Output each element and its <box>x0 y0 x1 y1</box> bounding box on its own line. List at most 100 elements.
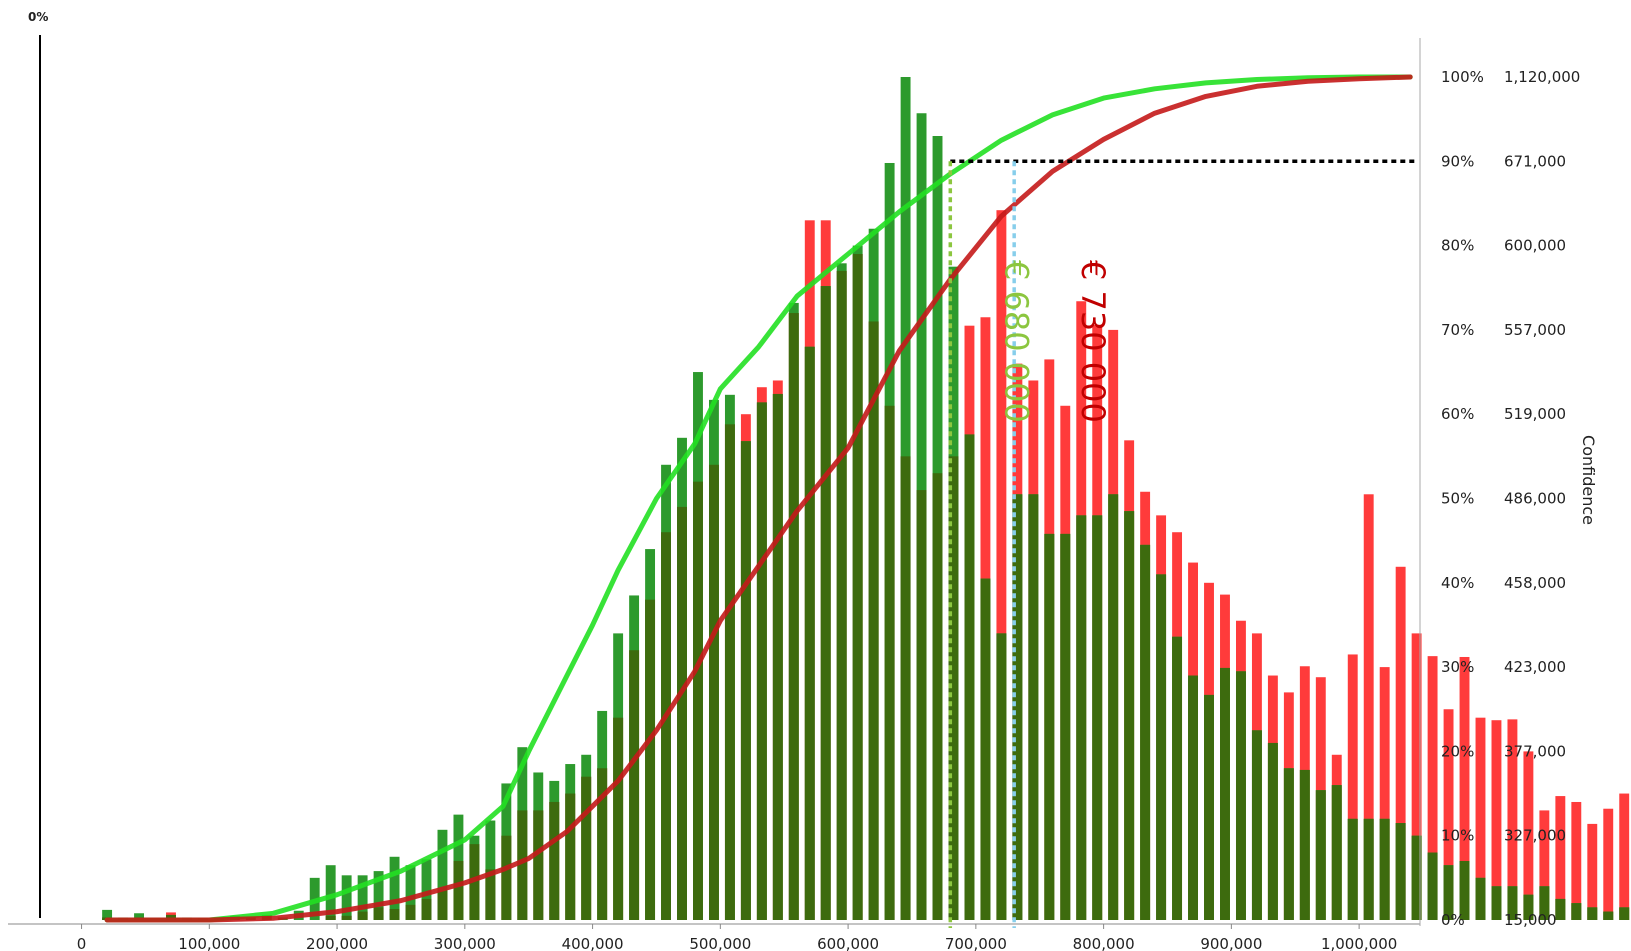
bar-green <box>357 875 368 920</box>
bar-overlap <box>533 810 544 920</box>
bar-overlap <box>629 650 640 920</box>
bar-red <box>1427 656 1438 920</box>
bar-overlap <box>597 768 608 920</box>
bar-red <box>1459 656 1470 920</box>
bar-overlap <box>1220 667 1230 920</box>
corner-label: 0% <box>28 10 48 24</box>
bar-red <box>1587 823 1598 920</box>
bar-overlap <box>1156 574 1167 920</box>
axes-group <box>8 35 1421 926</box>
bar-red <box>1523 751 1534 920</box>
bar-overlap <box>373 907 384 920</box>
bar-red <box>996 210 1007 921</box>
bar-overlap <box>1172 636 1183 920</box>
bar-overlap <box>1331 785 1342 920</box>
bar-overlap <box>661 532 671 920</box>
bar-overlap <box>900 456 911 920</box>
bar-overlap <box>485 869 496 920</box>
confidence-tick-label: 80% <box>1441 237 1474 255</box>
confidence-tick-label: 0% <box>1441 911 1465 929</box>
bar-overlap <box>804 346 815 920</box>
cumulative-curves-group <box>104 74 1413 923</box>
bar-overlap <box>1459 860 1470 920</box>
bar-overlap <box>453 860 464 920</box>
bar-red <box>1379 667 1390 920</box>
confidence-tick-label: 10% <box>1441 827 1474 845</box>
bar-overlap <box>517 810 528 920</box>
bar-overlap <box>1539 886 1550 920</box>
x-tick-label: 700,000 <box>945 935 1007 951</box>
bar-overlap <box>916 490 927 920</box>
bar-overlap <box>1092 515 1103 920</box>
value-tick-label: 600,000 <box>1504 237 1566 255</box>
bar-overlap <box>1012 494 1023 920</box>
bars-group <box>102 77 1630 921</box>
bar-red <box>1619 793 1630 920</box>
confidence-tick-label: 20% <box>1441 742 1474 760</box>
bar-overlap <box>645 599 656 920</box>
bar-red <box>1411 633 1422 920</box>
bar-red <box>1539 810 1550 920</box>
bar-red <box>1363 494 1374 920</box>
bar-overlap <box>996 633 1007 920</box>
bar-overlap <box>964 434 975 920</box>
bar-green <box>389 856 400 920</box>
bar-overlap <box>1507 886 1518 920</box>
bar-overlap <box>1587 907 1598 920</box>
bar-green <box>405 865 416 920</box>
bar-green <box>102 909 113 920</box>
bar-overlap <box>788 313 799 920</box>
confidence-tick-label: 90% <box>1441 152 1474 170</box>
bar-overlap <box>1427 852 1438 920</box>
bar-overlap <box>1571 903 1582 920</box>
cumulative-curve-green <box>104 74 1413 923</box>
bar-overlap <box>389 909 400 920</box>
confidence-tick-label: 70% <box>1441 321 1474 339</box>
bar-overlap <box>1188 675 1198 920</box>
bar-overlap <box>1124 511 1135 920</box>
bar-red <box>1395 566 1406 920</box>
bar-red <box>1475 717 1486 920</box>
bar-overlap <box>357 911 368 920</box>
bar-overlap <box>708 464 719 920</box>
bar-green <box>373 871 384 920</box>
bar-overlap <box>1411 835 1422 920</box>
bar-overlap <box>1283 768 1294 920</box>
x-tick-label: 0 <box>77 935 87 951</box>
bar-overlap <box>756 402 767 920</box>
bar-green <box>134 913 144 920</box>
value-tick-label: 1,120,000 <box>1504 68 1580 86</box>
bar-overlap <box>341 915 352 920</box>
value-tick-label: 327,000 <box>1504 827 1566 845</box>
bar-overlap <box>405 904 416 920</box>
bar-overlap <box>1299 769 1310 920</box>
bar-green <box>421 859 432 920</box>
x-tick-label: 1,000,000 <box>1321 935 1397 951</box>
bar-overlap <box>325 915 336 920</box>
bar-overlap <box>1347 818 1358 920</box>
bar-red <box>1491 720 1502 920</box>
bar-overlap <box>1395 823 1406 920</box>
bar-overlap <box>1443 865 1454 920</box>
x-tick-label: 200,000 <box>306 935 368 951</box>
bar-overlap <box>1619 907 1630 920</box>
bar-red <box>1603 808 1614 920</box>
x-tick-label: 400,000 <box>562 935 624 951</box>
confidence-tick-label: 60% <box>1441 405 1474 423</box>
bar-overlap <box>980 578 991 920</box>
bar-overlap <box>1603 911 1614 920</box>
value-tick-label: 671,000 <box>1504 152 1566 170</box>
bar-overlap <box>948 456 959 920</box>
bar-overlap <box>1251 730 1262 920</box>
bar-red <box>1555 796 1566 920</box>
x-tick-label: 100,000 <box>178 935 240 951</box>
bar-overlap <box>884 405 895 920</box>
value-tick-label: 557,000 <box>1504 321 1566 339</box>
bar-green <box>341 875 352 920</box>
bar-overlap <box>166 914 176 920</box>
bar-overlap <box>1204 694 1214 920</box>
bar-overlap <box>868 321 879 921</box>
value-tick-label: 458,000 <box>1504 574 1566 592</box>
bar-red <box>1347 654 1358 920</box>
bar-red <box>1571 801 1582 920</box>
